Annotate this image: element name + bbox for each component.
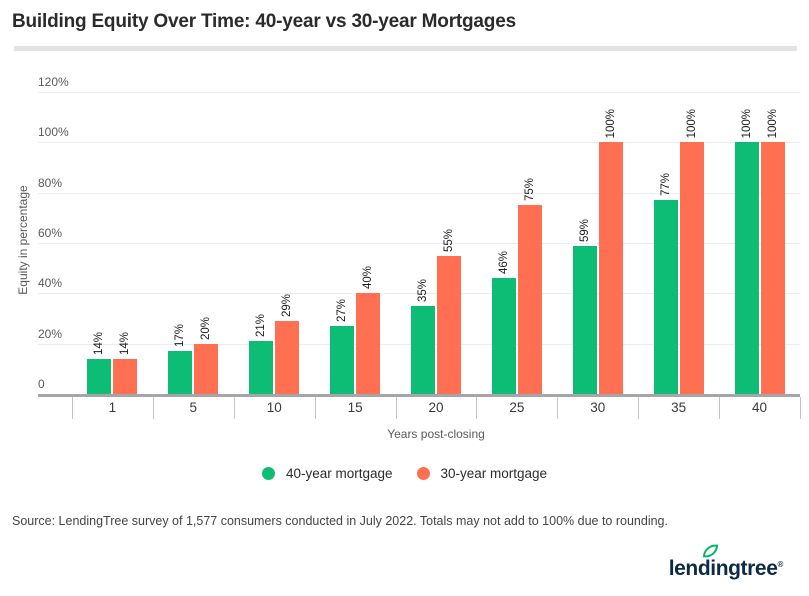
bar-40-year-mortgage xyxy=(491,278,516,394)
bar-value-label: 100% xyxy=(604,108,617,139)
title-divider xyxy=(14,46,797,51)
x-tick-label: 5 xyxy=(189,400,198,415)
bar-30-year-mortgage xyxy=(517,205,542,394)
x-axis-tick xyxy=(476,397,478,419)
bar-value-label: 40% xyxy=(362,266,375,290)
x-tick-label: 30 xyxy=(590,400,606,415)
lendingtree-logo: lendingtree® xyxy=(669,543,783,581)
x-tick-label: 40 xyxy=(752,400,768,415)
bar-value-label: 59% xyxy=(578,218,591,242)
logo-text: lendingtree xyxy=(668,557,778,580)
bar-30-year-mortgage xyxy=(113,358,138,394)
bar-30-year-mortgage xyxy=(598,142,623,394)
x-axis-tick xyxy=(233,397,235,419)
bar-40-year-mortgage xyxy=(411,305,435,394)
bar-30-year-mortgage xyxy=(679,142,704,394)
bar-40-year-mortgage xyxy=(653,200,678,394)
y-tick-label: 0 xyxy=(38,377,45,391)
x-axis-tick xyxy=(800,397,801,419)
y-tick-label: 40% xyxy=(38,276,63,291)
gridline xyxy=(38,293,800,295)
bar-40-year-mortgage xyxy=(249,341,274,394)
legend-label-30-year: 30-year mortgage xyxy=(440,466,548,481)
x-tick-label: 35 xyxy=(671,400,687,415)
x-tick-label: 15 xyxy=(347,400,363,415)
bar-value-label: 100% xyxy=(766,108,779,139)
bar-30-year-mortgage xyxy=(437,255,461,394)
bar-30-year-mortgage xyxy=(356,293,381,394)
bar-value-label: 17% xyxy=(174,324,187,348)
gridline xyxy=(38,192,800,194)
y-tick-label: 120% xyxy=(38,75,69,89)
x-tick-label: 10 xyxy=(266,400,282,415)
y-tick-label: 80% xyxy=(38,175,63,190)
x-axis-title: Years post-closing xyxy=(387,427,485,441)
bar-value-label: 100% xyxy=(740,108,753,139)
bar-value-label: 21% xyxy=(255,314,268,338)
legend-item-40-year: 40-year mortgage xyxy=(261,466,393,481)
bar-30-year-mortgage xyxy=(194,343,219,394)
x-axis-tick xyxy=(557,397,559,419)
bar-40-year-mortgage xyxy=(330,326,355,394)
bar-40-year-mortgage xyxy=(87,358,112,394)
x-tick-label: 25 xyxy=(509,400,525,415)
chart-title: Building Equity Over Time: 40-year vs 30… xyxy=(12,11,516,32)
x-axis-line xyxy=(38,394,800,397)
x-axis-tick xyxy=(719,397,721,419)
y-tick-label: 20% xyxy=(38,326,63,341)
x-axis-tick xyxy=(152,397,154,419)
bar-value-label: 46% xyxy=(497,251,510,275)
gridline xyxy=(38,92,800,93)
legend-swatch-30-year xyxy=(416,467,430,480)
legend: 40-year mortgage 30-year mortgage xyxy=(0,466,809,481)
leaf-icon xyxy=(702,544,718,558)
legend-label-40-year: 40-year mortgage xyxy=(285,466,393,481)
bar-value-label: 55% xyxy=(443,228,455,252)
bar-40-year-mortgage xyxy=(168,351,193,394)
bar-value-label: 75% xyxy=(523,178,536,202)
bar-value-label: 20% xyxy=(200,316,213,340)
legend-item-30-year: 30-year mortgage xyxy=(416,466,548,481)
y-axis-title: Equity in percentage xyxy=(16,185,30,295)
bar-40-year-mortgage xyxy=(572,245,597,394)
bar-value-label: 35% xyxy=(417,278,429,302)
bar-value-label: 77% xyxy=(659,173,672,197)
gridline xyxy=(38,142,800,144)
x-tick-label: 1 xyxy=(108,400,117,415)
legend-swatch-40-year xyxy=(261,467,275,480)
y-tick-label: 60% xyxy=(38,226,63,240)
x-axis-tick xyxy=(314,397,316,419)
y-tick-label: 100% xyxy=(38,125,69,140)
x-axis-tick xyxy=(638,397,640,419)
x-axis-tick xyxy=(72,397,73,419)
bar-30-year-mortgage xyxy=(760,142,785,394)
bar-40-year-mortgage xyxy=(734,142,759,394)
bar-value-label: 14% xyxy=(93,331,106,355)
x-axis-tick xyxy=(395,397,397,419)
bar-30-year-mortgage xyxy=(275,321,300,394)
bar-value-label: 27% xyxy=(336,299,349,323)
logo-wordmark: lendingtree® xyxy=(668,557,784,581)
x-tick-label: 20 xyxy=(428,400,444,415)
registered-mark: ® xyxy=(777,560,784,569)
source-note: Source: LendingTree survey of 1,577 cons… xyxy=(12,514,668,528)
gridline xyxy=(38,243,800,244)
bar-value-label: 29% xyxy=(281,294,294,318)
bar-value-label: 100% xyxy=(685,108,698,139)
bar-value-label: 14% xyxy=(119,331,132,355)
